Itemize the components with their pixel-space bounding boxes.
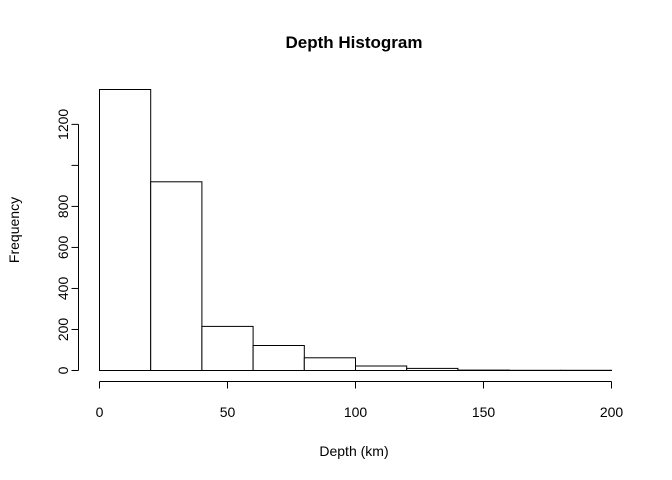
- x-axis: 0 50 100 150 200: [96, 381, 624, 420]
- x-tick-label-0: 0: [96, 404, 104, 420]
- x-tick-label-2: 100: [344, 404, 368, 420]
- y-tick-label-0: 0: [55, 366, 71, 374]
- histogram-bar-3: [252, 345, 305, 371]
- y-tick-label-3: 600: [55, 236, 71, 260]
- histogram-bar-4: [303, 357, 356, 371]
- histogram-bars: [99, 89, 612, 372]
- x-tick-label-4: 200: [600, 404, 624, 420]
- x-tick-label-3: 150: [472, 404, 496, 420]
- y-tick-label-4: 800: [55, 195, 71, 219]
- histogram-bar-0: [99, 89, 152, 371]
- y-tick-label-2: 400: [55, 277, 71, 301]
- y-tick-label-6: 1200: [55, 109, 71, 140]
- y-axis: 0 200 400 600 800 1200: [55, 109, 79, 374]
- histogram-bar-6: [406, 367, 459, 371]
- x-axis-label: Depth (km): [319, 443, 388, 459]
- y-tick-label-1: 200: [55, 318, 71, 342]
- histogram-bar-1: [150, 181, 203, 371]
- histogram-bar-2: [201, 325, 254, 371]
- chart-title: Depth Histogram: [286, 33, 423, 52]
- x-tick-label-1: 50: [220, 404, 236, 420]
- y-axis-label: Frequency: [6, 197, 22, 263]
- histogram-bar-5: [355, 365, 408, 371]
